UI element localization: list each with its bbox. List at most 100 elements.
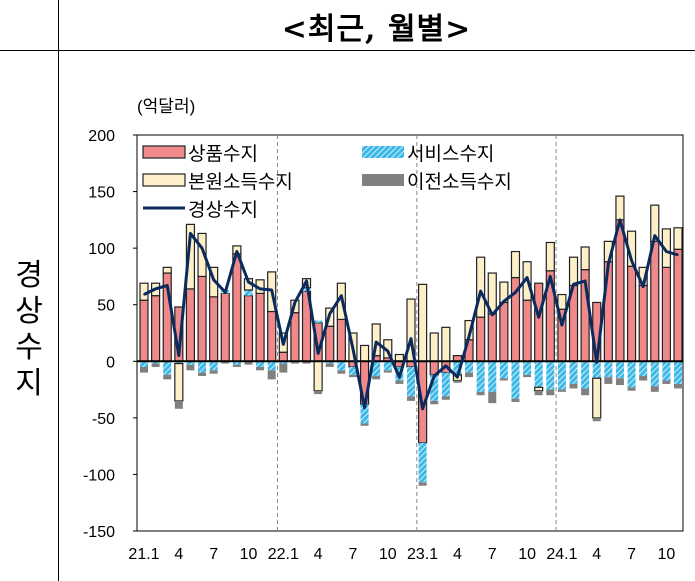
point-current-account: [212, 279, 215, 281]
legend-swatch: [142, 145, 186, 159]
bar-secondary-income: [534, 390, 543, 396]
bar-services: [465, 361, 474, 373]
bar-secondary-income: [557, 389, 566, 392]
point-current-account: [607, 263, 610, 265]
point-current-account: [503, 300, 505, 303]
y-tick-label: 0: [106, 354, 115, 371]
bar-secondary-income: [639, 375, 648, 381]
bar-primary-income: [394, 353, 404, 362]
bar-primary-income: [174, 362, 184, 402]
bar-primary-income: [162, 266, 172, 274]
bar-secondary-income: [674, 383, 682, 389]
page-title: <최근, 월별>: [281, 12, 472, 47]
bar-secondary-income: [395, 380, 404, 384]
bar-primary-income: [429, 332, 439, 362]
point-current-account: [143, 293, 145, 296]
point-current-account: [201, 247, 203, 249]
bar-services: [279, 361, 288, 364]
y-tick-label: -150: [83, 524, 115, 541]
x-tick-label: 4: [174, 546, 183, 563]
legend-label: 본원소득수지: [188, 171, 293, 193]
legend-swatch: [362, 146, 404, 158]
bar-primary-income: [418, 283, 428, 362]
bar-goods: [673, 248, 683, 362]
bar-goods: [336, 318, 346, 362]
bar-secondary-income: [581, 388, 590, 396]
bar-services: [511, 361, 520, 399]
bar-services: [174, 361, 183, 364]
bar-primary-income: [545, 241, 555, 272]
bar-secondary-income: [279, 363, 288, 373]
bar-goods: [487, 313, 497, 362]
legend-label: 경상수지: [188, 199, 258, 221]
bar-secondary-income: [348, 374, 357, 378]
plot-frame: [136, 134, 684, 532]
row-label-char: 경: [15, 258, 43, 293]
bar-services: [639, 361, 648, 376]
point-current-account: [305, 280, 308, 282]
unit-label: (억달러): [137, 97, 195, 116]
column-divider: [58, 0, 59, 581]
bar-goods: [243, 295, 254, 362]
bar-services: [372, 361, 381, 376]
bar-secondary-income: [267, 370, 276, 380]
point-current-account: [259, 288, 261, 290]
bar-services: [615, 361, 624, 379]
bar-primary-income: [185, 223, 196, 290]
point-current-account: [270, 289, 273, 291]
bar-goods: [534, 282, 544, 362]
x-tick-label: 10: [657, 546, 675, 563]
bar-services: [407, 366, 415, 397]
bar-services: [186, 361, 195, 365]
bar-services: [523, 361, 532, 375]
bar-services: [267, 361, 276, 371]
point-current-account: [410, 337, 412, 340]
x-tick-label: 10: [379, 546, 397, 563]
legend-label: 서비스수지: [407, 143, 494, 165]
bar-services: [348, 366, 357, 375]
point-current-account: [526, 276, 528, 279]
bar-goods: [220, 292, 230, 362]
legend-swatch: [362, 174, 404, 186]
bar-secondary-income: [186, 364, 195, 371]
bar-primary-income: [371, 323, 381, 357]
bar-secondary-income: [441, 396, 450, 400]
point-current-account: [537, 316, 540, 318]
point-current-account: [665, 250, 668, 253]
bar-goods: [499, 301, 509, 362]
bar-goods: [278, 351, 288, 362]
point-current-account: [363, 406, 366, 409]
bar-secondary-income: [407, 396, 415, 401]
x-tick-label: 4: [453, 546, 462, 563]
point-current-account: [154, 288, 157, 290]
bar-secondary-income: [302, 361, 311, 364]
bar-secondary-income: [488, 391, 497, 404]
x-tick-label: 10: [518, 546, 536, 563]
point-current-account: [619, 219, 621, 221]
x-tick-label: 22.1: [268, 546, 299, 563]
point-current-account: [421, 408, 424, 410]
bar-services: [209, 361, 218, 371]
point-current-account: [386, 350, 389, 352]
bar-primary-income: [476, 256, 486, 318]
bar-goods: [267, 310, 277, 362]
bar-primary-income: [510, 250, 521, 279]
bar-primary-income: [534, 386, 544, 392]
bar-secondary-income: [662, 380, 671, 384]
bar-secondary-income: [511, 398, 520, 403]
bar-services: [453, 361, 462, 375]
point-current-account: [491, 314, 494, 316]
x-tick-label: 21.1: [128, 546, 159, 563]
point-current-account: [653, 234, 656, 237]
bar-secondary-income: [465, 372, 474, 378]
y-tick-label: 50: [97, 298, 115, 315]
bar-goods: [197, 275, 207, 362]
bar-goods: [522, 299, 532, 362]
bar-secondary-income: [418, 482, 427, 486]
point-current-account: [677, 254, 679, 256]
bar-services: [650, 361, 659, 387]
bar-services: [418, 442, 427, 483]
legend-swatch: [142, 173, 186, 187]
bar-services: [140, 361, 148, 367]
row-label-char: 지: [15, 366, 43, 401]
